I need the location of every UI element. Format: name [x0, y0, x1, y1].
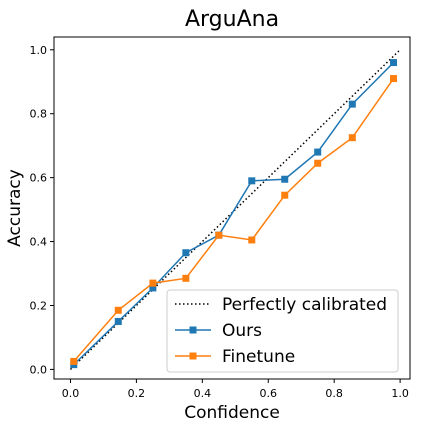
plot-frame [53, 36, 411, 380]
series-line-finetune [73, 78, 395, 362]
data-point-finetune [215, 231, 223, 239]
legend-marker-ours [189, 326, 197, 334]
data-point-ours [348, 100, 356, 108]
data-point-finetune [348, 134, 356, 142]
series-line-ours [73, 62, 395, 366]
data-point-finetune [114, 306, 122, 314]
y-tick-label: 0.0 [30, 363, 48, 376]
x-tick-label: 0.6 [260, 387, 278, 400]
data-point-ours [149, 284, 157, 292]
data-point-finetune [314, 159, 322, 167]
data-point-ours [314, 148, 322, 156]
data-point-ours [281, 175, 289, 183]
data-point-ours [114, 317, 122, 325]
plot-area [69, 49, 401, 370]
data-point-ours [390, 59, 398, 67]
data-point-finetune [281, 191, 289, 199]
legend-label-ours: Ours [222, 321, 262, 341]
y-tick-label: 0.4 [30, 236, 48, 249]
y-axis-label: Accuracy [5, 169, 25, 247]
chart-title: ArguAna [185, 7, 279, 32]
data-point-ours [248, 177, 256, 185]
x-tick-label: 0.2 [128, 387, 146, 400]
data-point-finetune [182, 274, 190, 282]
x-tick-label: 0.4 [194, 387, 212, 400]
data-point-ours [182, 249, 190, 257]
x-tick-label: 0.8 [325, 387, 343, 400]
x-axis-label: Confidence [184, 403, 280, 423]
y-tick-label: 1.0 [30, 44, 48, 57]
legend-label-finetune: Finetune [222, 347, 295, 367]
data-point-finetune [390, 75, 398, 83]
y-tick-label: 0.6 [30, 172, 48, 185]
y-axis: 0.0 0.2 0.4 0.6 0.8 1.0 [30, 44, 54, 376]
legend-box [166, 289, 399, 373]
legend-label-perfectly-calibrated: Perfectly calibrated [222, 295, 387, 315]
x-axis: 0.0 0.2 0.4 0.6 0.8 1.0 [62, 379, 409, 400]
legend: Perfectly calibrated Ours Finetune [166, 289, 399, 373]
y-tick-label: 0.8 [30, 108, 48, 121]
y-tick-label: 0.2 [30, 299, 48, 312]
data-point-finetune [248, 236, 256, 244]
series-line-perfectly-calibrated [69, 49, 401, 370]
legend-marker-finetune [189, 352, 197, 360]
x-tick-label: 1.0 [391, 387, 409, 400]
data-point-finetune [149, 279, 157, 287]
x-tick-label: 0.0 [62, 387, 80, 400]
data-point-finetune [70, 357, 78, 365]
